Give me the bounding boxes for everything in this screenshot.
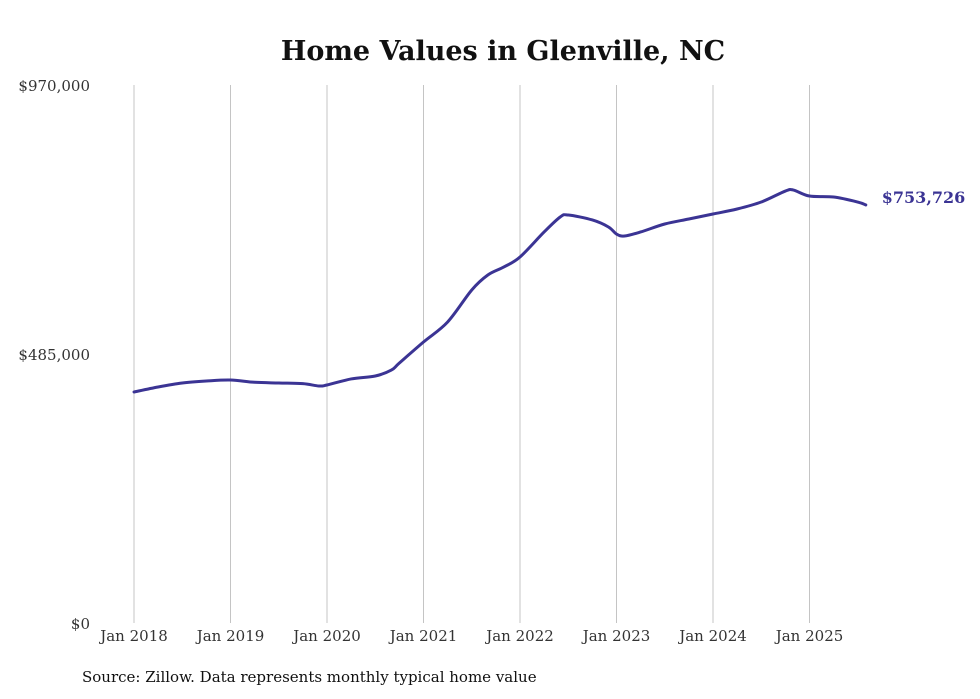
- y-tick-label: $485,000: [18, 346, 90, 364]
- chart-title: Home Values in Glenville, NC: [281, 36, 725, 67]
- x-tick-label: Jan 2019: [195, 627, 265, 645]
- x-tick-label: Jan 2020: [291, 627, 361, 645]
- x-tick-label: Jan 2021: [388, 627, 458, 645]
- x-tick-label: Jan 2018: [98, 627, 168, 645]
- y-tick-label: $970,000: [18, 77, 90, 95]
- x-tick-label: Jan 2025: [774, 627, 844, 645]
- y-tick-label: $0: [71, 615, 90, 633]
- source-note: Source: Zillow. Data represents monthly …: [82, 668, 537, 686]
- end-value-label: $753,726: [882, 188, 966, 207]
- x-tick-label: Jan 2022: [484, 627, 554, 645]
- x-tick-label: Jan 2023: [581, 627, 651, 645]
- series-line-home-value: [132, 187, 868, 394]
- x-tick-label: Jan 2024: [677, 627, 747, 645]
